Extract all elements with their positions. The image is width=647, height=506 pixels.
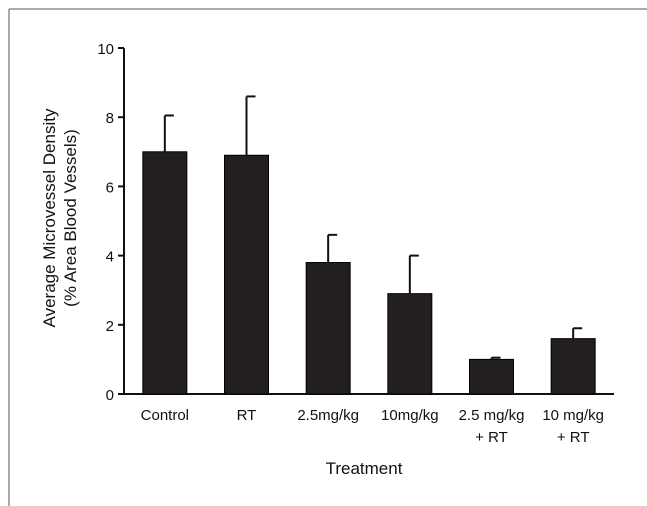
x-category-label: 2.5 mg/kg: [459, 407, 525, 424]
y-axis-title-line-2-text: (% Area Blood Vessels): [61, 129, 80, 307]
x-category-label: 2.5mg/kg: [297, 407, 359, 424]
y-tick-label: 0: [106, 387, 114, 404]
y-axis-title: Average Microvessel Density: [40, 108, 59, 327]
bar: [469, 358, 514, 395]
y-axis-title-line-1: Average Microvessel Density: [40, 108, 59, 327]
y-tick-label: 4: [106, 249, 114, 266]
x-category-label: + RT: [475, 429, 508, 446]
bar: [550, 338, 596, 395]
bar: [224, 154, 269, 395]
bar: [305, 262, 351, 395]
x-category-label: 10 mg/kg: [542, 407, 604, 424]
bar: [142, 151, 188, 395]
x-category-label: RT: [237, 407, 257, 424]
x-category-label: + RT: [557, 429, 590, 446]
x-category-label: 10mg/kg: [381, 407, 439, 424]
y-axis-title-line-2: (% Area Blood Vessels): [61, 129, 80, 307]
bar: [387, 293, 433, 395]
x-axis-title: Treatment: [326, 459, 403, 478]
y-tick-label: 10: [97, 41, 114, 58]
plot-area: 0 2 4 6 8 10 Control RT 2.5mg/kg 10mg/kg 2.5 mg/kg…: [97, 41, 614, 446]
y-tick-label: 2: [106, 318, 114, 335]
y-tick-label: 6: [106, 179, 114, 196]
y-tick-label: 8: [106, 110, 114, 127]
x-category-label: Control: [141, 407, 189, 424]
